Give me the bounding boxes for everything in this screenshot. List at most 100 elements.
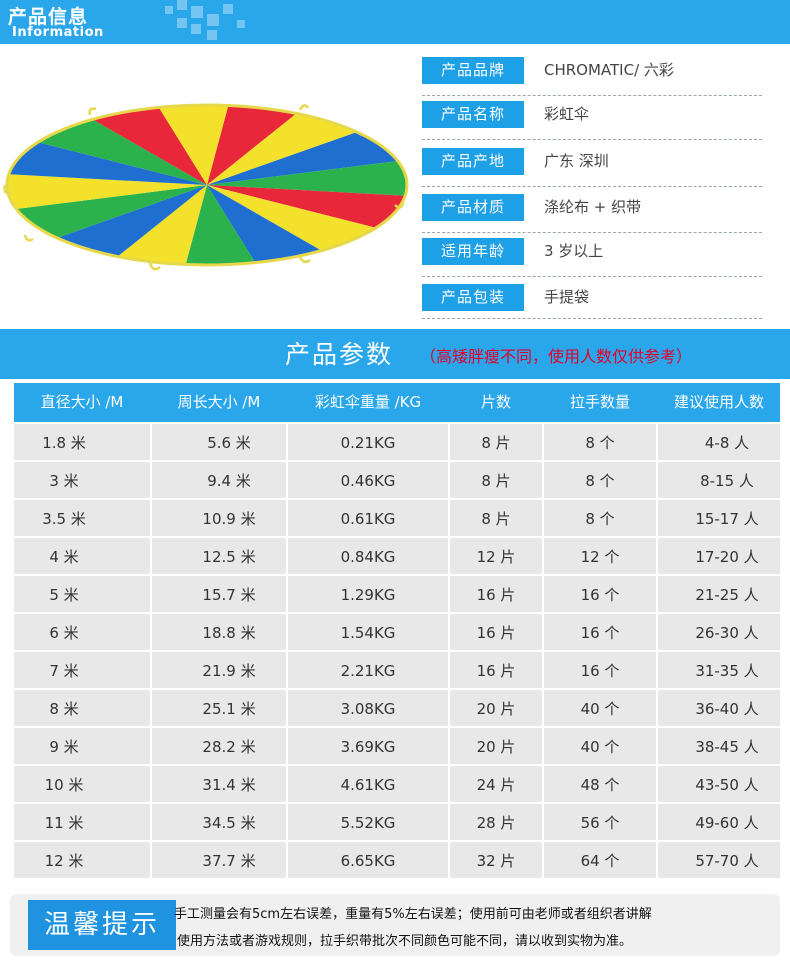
table-cell: 8-15 人 — [700, 472, 754, 490]
column-header: 片数 — [480, 393, 511, 411]
table-cell: 40 个 — [580, 738, 620, 756]
table-cell: 25.1 米 — [202, 700, 256, 718]
column-header: 彩虹伞重量 /KG — [314, 393, 422, 411]
params-title: 产品参数 — [285, 340, 394, 369]
row-divider — [14, 498, 780, 500]
row-divider — [14, 536, 780, 538]
cell-divider — [656, 842, 658, 880]
cell-divider — [656, 500, 658, 538]
table-cell: 49-60 人 — [695, 814, 759, 832]
table-cell: 12.5 米 — [202, 548, 256, 566]
table-cell: 9 米 — [49, 738, 79, 756]
table-cell: 12 米 — [44, 852, 84, 870]
table-cell: 31-35 人 — [695, 662, 759, 680]
cell-divider — [656, 766, 658, 804]
cell-divider — [542, 842, 544, 880]
cell-divider — [150, 576, 152, 614]
cell-divider — [448, 576, 450, 614]
cell-divider — [448, 728, 450, 766]
section-subtitle: Information — [12, 25, 104, 40]
table-cell: 16 个 — [580, 624, 620, 642]
table-cell: 6.65KG — [340, 852, 396, 870]
cell-divider — [448, 804, 450, 842]
table-cell: 0.84KG — [340, 548, 396, 566]
row-divider — [14, 574, 780, 576]
table-cell: 64 个 — [580, 852, 620, 870]
tips-box: 温馨提示 手工测量会有5cm左右误差，重量有5%左右误差；使用前可由老师或者组织… — [10, 894, 780, 956]
table-cell: 7 米 — [49, 662, 79, 680]
table-cell: 16 片 — [476, 624, 516, 642]
table-cell: 56 个 — [580, 814, 620, 832]
table-row: 3 米 9.4 米 0.46KG 8 片 8 个 8-15 人 — [14, 462, 780, 500]
cell-divider — [448, 766, 450, 804]
cell-divider — [448, 652, 450, 690]
info-row-origin: 产品产地 广东 深圳 — [422, 148, 762, 187]
table-cell: 9.4 米 — [207, 472, 251, 490]
table-cell: 57-70 人 — [695, 852, 759, 870]
parachute-image — [3, 103, 409, 271]
info-label: 产品产地 — [422, 148, 524, 175]
cell-divider — [448, 500, 450, 538]
cell-divider — [286, 766, 288, 804]
row-divider — [14, 650, 780, 652]
cell-divider — [542, 424, 544, 462]
table-cell: 36-40 人 — [695, 700, 759, 718]
row-divider — [14, 612, 780, 614]
info-row-material: 产品材质 涤纶布 + 织带 — [422, 194, 762, 233]
table-row: 6 米 18.8 米 1.54KG 16 片 16 个 26-30 人 — [14, 614, 780, 652]
divider — [422, 232, 762, 233]
tips-text: 手工测量会有5cm左右误差，重量有5%左右误差；使用前可由老师或者组织者讲解 — [174, 907, 652, 922]
table-cell: 16 片 — [476, 586, 516, 604]
cell-divider — [542, 462, 544, 500]
cell-divider — [150, 842, 152, 880]
table-cell: 28.2 米 — [202, 738, 256, 756]
info-value: 手提袋 — [544, 288, 590, 306]
cell-divider — [542, 614, 544, 652]
cell-divider — [286, 614, 288, 652]
row-divider — [14, 764, 780, 766]
parachute-panel — [136, 105, 239, 185]
info-value: 广东 深圳 — [544, 152, 609, 170]
table-cell: 6 米 — [49, 624, 79, 642]
info-label: 产品名称 — [422, 101, 524, 128]
cell-divider — [542, 652, 544, 690]
cell-divider — [286, 500, 288, 538]
table-cell: 31.4 米 — [202, 776, 256, 794]
table-cell: 3.5 米 — [42, 510, 86, 528]
cell-divider — [656, 728, 658, 766]
cell-divider — [448, 614, 450, 652]
table-cell: 32 片 — [476, 852, 516, 870]
table-row: 11 米 34.5 米 5.52KG 28 片 56 个 49-60 人 — [14, 804, 780, 842]
info-row-name: 产品名称 彩虹伞 — [422, 101, 762, 140]
info-label: 产品包装 — [422, 284, 524, 311]
section-title: 产品信息 — [8, 6, 89, 28]
column-header: 建议使用人数 — [673, 393, 764, 411]
info-label: 产品材质 — [422, 194, 524, 221]
info-label: 产品品牌 — [422, 57, 524, 84]
cell-divider — [286, 424, 288, 462]
divider — [422, 186, 762, 187]
parachute-panel — [79, 185, 207, 265]
info-row-age: 适用年龄 3 岁以上 — [422, 238, 762, 277]
table-cell: 8 个 — [585, 434, 615, 452]
decorative-squares — [165, 0, 255, 44]
cell-divider — [656, 690, 658, 728]
table-cell: 43-50 人 — [695, 776, 759, 794]
table-row: 1.8 米 5.6 米 0.21KG 8 片 8 个 4-8 人 — [14, 424, 780, 462]
table-cell: 0.61KG — [340, 510, 396, 528]
divider — [422, 276, 762, 277]
table-cell: 38-45 人 — [695, 738, 759, 756]
cell-divider — [542, 538, 544, 576]
info-header-bar: 产品信息 Information — [0, 0, 790, 44]
info-value: 3 岁以上 — [544, 242, 604, 260]
cell-divider — [656, 424, 658, 462]
cell-divider — [286, 462, 288, 500]
table-cell: 15.7 米 — [202, 586, 256, 604]
cell-divider — [150, 766, 152, 804]
table-cell: 8 个 — [585, 472, 615, 490]
cell-divider — [448, 690, 450, 728]
info-row-package: 产品包装 手提袋 — [422, 284, 762, 319]
row-divider — [14, 460, 780, 462]
cell-divider — [150, 500, 152, 538]
info-value: 涤纶布 + 织带 — [544, 198, 642, 216]
